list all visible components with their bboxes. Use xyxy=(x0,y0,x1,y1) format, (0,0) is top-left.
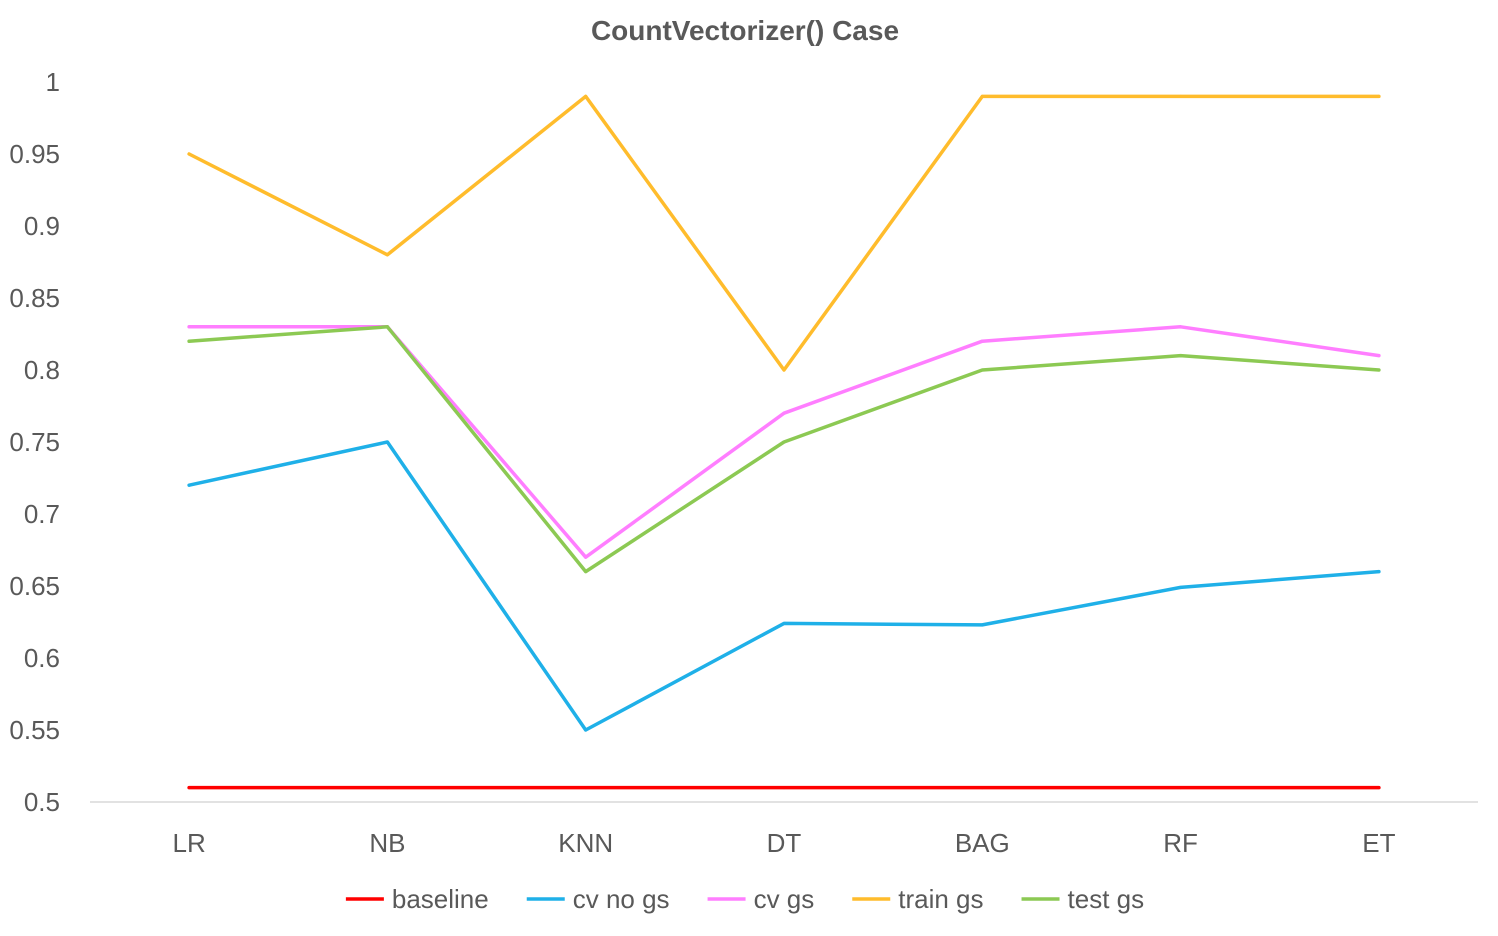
y-tick-label: 0.95 xyxy=(9,139,60,169)
data-point-baseline xyxy=(385,786,389,790)
legend-label-test-gs: test gs xyxy=(1068,884,1145,914)
data-point-baseline xyxy=(782,786,786,790)
data-point-baseline xyxy=(584,786,588,790)
data-point-baseline xyxy=(980,786,984,790)
data-point-test-gs xyxy=(187,339,191,343)
data-point-cv-no-gs xyxy=(1377,570,1381,574)
data-point-cv-no-gs xyxy=(1179,585,1183,589)
data-point-cv-no-gs xyxy=(385,440,389,444)
data-point-train-gs xyxy=(385,253,389,257)
legend-label-train-gs: train gs xyxy=(898,884,983,914)
data-point-train-gs xyxy=(980,94,984,98)
x-tick-label: RF xyxy=(1163,828,1198,858)
y-axis-ticks: 0.5 0.55 0.6 0.65 0.7 0.75 0.8 0.85 0.9 0.95 1 xyxy=(9,67,60,817)
data-point-cv-no-gs xyxy=(187,483,191,487)
data-point-cv-gs xyxy=(782,411,786,415)
y-tick-label: 0.6 xyxy=(24,643,60,673)
x-tick-label: NB xyxy=(369,828,405,858)
series-lines xyxy=(187,94,1381,790)
y-tick-label: 0.7 xyxy=(24,499,60,529)
y-tick-label: 0.75 xyxy=(9,427,60,457)
x-tick-label: ET xyxy=(1362,828,1395,858)
data-point-cv-gs xyxy=(980,339,984,343)
series-line-test-gs xyxy=(187,325,1381,574)
data-point-test-gs xyxy=(1179,354,1183,358)
legend-label-cv-no-gs: cv no gs xyxy=(573,884,670,914)
y-tick-label: 0.85 xyxy=(9,283,60,313)
x-tick-label: BAG xyxy=(955,828,1010,858)
data-point-test-gs xyxy=(584,570,588,574)
legend: baseline cv no gs cv gs train gs test gs xyxy=(345,884,1145,914)
data-point-cv-gs xyxy=(1179,325,1183,329)
data-point-cv-no-gs xyxy=(782,621,786,625)
x-tick-label: LR xyxy=(173,828,206,858)
y-tick-label: 0.65 xyxy=(9,571,60,601)
data-point-cv-gs xyxy=(1377,354,1381,358)
data-point-cv-no-gs xyxy=(584,728,588,732)
legend-label-cv-gs: cv gs xyxy=(754,884,815,914)
x-tick-label: KNN xyxy=(558,828,613,858)
x-tick-label: DT xyxy=(767,828,802,858)
data-point-train-gs xyxy=(584,94,588,98)
data-point-train-gs xyxy=(187,152,191,156)
y-tick-label: 0.55 xyxy=(9,715,60,745)
data-point-test-gs xyxy=(1377,368,1381,372)
y-tick-label: 0.5 xyxy=(24,787,60,817)
data-point-train-gs xyxy=(1377,94,1381,98)
x-axis-ticks: LR NB KNN DT BAG RF ET xyxy=(173,828,1396,858)
data-point-baseline xyxy=(1377,786,1381,790)
chart-title: CountVectorizer() Case xyxy=(591,15,899,46)
y-tick-label: 0.9 xyxy=(24,211,60,241)
data-point-baseline xyxy=(1179,786,1183,790)
data-point-train-gs xyxy=(782,368,786,372)
data-point-cv-no-gs xyxy=(980,623,984,627)
y-tick-label: 0.8 xyxy=(24,355,60,385)
data-point-train-gs xyxy=(1179,94,1183,98)
data-point-test-gs xyxy=(980,368,984,372)
y-tick-label: 1 xyxy=(46,67,60,97)
data-point-cv-gs xyxy=(187,325,191,329)
series-line-cv-no-gs xyxy=(187,440,1381,732)
data-point-test-gs xyxy=(782,440,786,444)
legend-label-baseline: baseline xyxy=(392,884,489,914)
data-point-cv-gs xyxy=(584,555,588,559)
data-point-test-gs xyxy=(385,325,389,329)
data-point-baseline xyxy=(187,786,191,790)
